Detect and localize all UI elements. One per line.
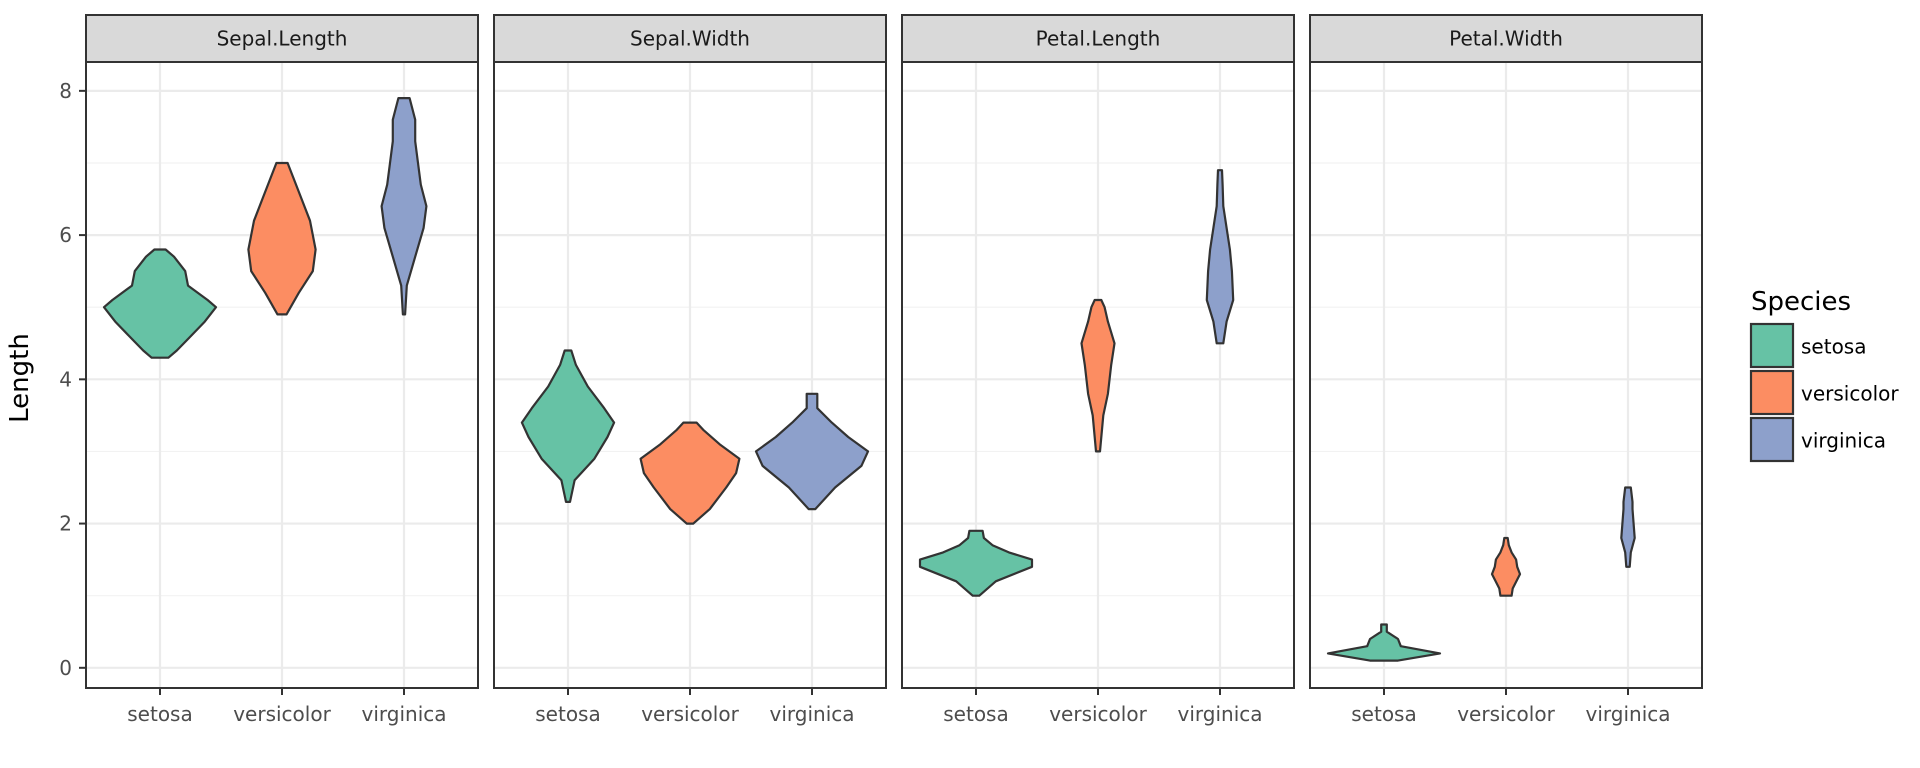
y-tick-label: 6 <box>59 223 72 247</box>
x-tick-label: versicolor <box>233 702 331 726</box>
x-tick-label: setosa <box>127 702 192 726</box>
legend-key-virginica <box>1749 416 1795 463</box>
legend-item-versicolor: versicolor <box>1749 369 1899 416</box>
violin-virginica <box>1205 169 1235 345</box>
facet-strip-label: Petal.Length <box>1036 27 1161 51</box>
legend-item-virginica: virginica <box>1749 416 1886 463</box>
violin-versicolor <box>639 421 741 525</box>
y-tick-label: 4 <box>59 367 72 391</box>
legend-title: Species <box>1751 287 1851 317</box>
facet-strip-label: Sepal.Length <box>217 27 348 51</box>
x-tick-label: versicolor <box>1457 702 1555 726</box>
facet-strip <box>1309 14 1703 63</box>
legend-label: versicolor <box>1801 382 1899 406</box>
legend-key-setosa <box>1749 322 1795 369</box>
x-tick-label: virginica <box>1178 702 1263 726</box>
facet-strip <box>901 14 1295 63</box>
violin-setosa <box>102 248 218 359</box>
legend-item-setosa: setosa <box>1749 322 1866 369</box>
facet-strip-label: Sepal.Width <box>630 27 750 51</box>
x-tick-label: virginica <box>362 702 447 726</box>
x-tick-label: setosa <box>1351 702 1416 726</box>
facet-panel: Petal.Length setosa versicolor virginica <box>901 14 1295 726</box>
violin-setosa <box>1326 623 1442 662</box>
legend: Species setosa versicolor virginica <box>1749 287 1899 463</box>
legend-key-versicolor <box>1749 369 1795 416</box>
x-tick-label: virginica <box>770 702 855 726</box>
x-tick-label: setosa <box>943 702 1008 726</box>
y-tick-label: 8 <box>59 79 72 103</box>
facet-panel: Petal.Width setosa versicolor virginica <box>1309 14 1703 726</box>
x-tick-label: virginica <box>1586 702 1671 726</box>
y-axis-title: Length <box>5 333 35 423</box>
violin-virginica <box>1620 486 1636 568</box>
x-tick-label: versicolor <box>641 702 739 726</box>
legend-label: setosa <box>1801 335 1866 359</box>
facet-panel: Sepal.Length setosa versicolor virginica <box>85 14 479 726</box>
violin-versicolor <box>247 161 317 316</box>
legend-label: virginica <box>1801 429 1886 453</box>
y-axis: 0 2 4 6 8 <box>59 79 86 680</box>
violin-versicolor <box>1080 298 1116 453</box>
violin-virginica <box>754 392 870 511</box>
facet-strip <box>85 14 479 63</box>
x-tick-label: setosa <box>535 702 600 726</box>
facet-panel: Sepal.Width setosa versicolor virginica <box>493 14 887 726</box>
y-tick-label: 0 <box>59 656 72 680</box>
y-tick-label: 2 <box>59 512 72 536</box>
violin-setosa <box>918 529 1034 597</box>
violin-virginica <box>380 97 428 316</box>
x-tick-label: versicolor <box>1049 702 1147 726</box>
facet-strip <box>493 14 887 63</box>
violin-versicolor <box>1490 536 1522 597</box>
facet-strip-label: Petal.Width <box>1449 27 1563 51</box>
violin-setosa <box>520 349 616 503</box>
